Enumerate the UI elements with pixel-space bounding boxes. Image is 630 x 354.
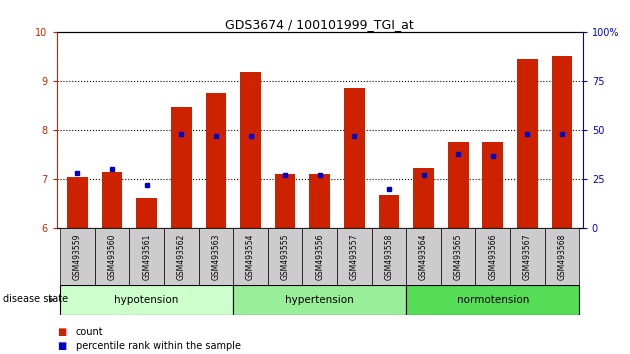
- Bar: [372, 228, 406, 285]
- Bar: [275, 174, 295, 228]
- Bar: [483, 142, 503, 228]
- Bar: [406, 285, 580, 315]
- Text: GSM493559: GSM493559: [73, 233, 82, 280]
- Text: GSM493556: GSM493556: [315, 233, 324, 280]
- Bar: [441, 228, 476, 285]
- Bar: [448, 142, 469, 228]
- Text: GSM493561: GSM493561: [142, 233, 151, 280]
- Bar: [337, 228, 372, 285]
- Bar: [476, 228, 510, 285]
- Text: GSM493562: GSM493562: [177, 233, 186, 280]
- Text: GSM493567: GSM493567: [523, 233, 532, 280]
- Text: GSM493564: GSM493564: [419, 233, 428, 280]
- Text: GSM493555: GSM493555: [280, 233, 290, 280]
- Bar: [94, 228, 129, 285]
- Bar: [552, 56, 573, 228]
- Text: disease state: disease state: [3, 294, 68, 304]
- Bar: [67, 177, 88, 228]
- Bar: [233, 228, 268, 285]
- Bar: [268, 228, 302, 285]
- Bar: [379, 195, 399, 228]
- Text: GSM493563: GSM493563: [212, 233, 220, 280]
- Bar: [164, 228, 198, 285]
- Text: normotension: normotension: [457, 295, 529, 305]
- Bar: [413, 169, 434, 228]
- Bar: [302, 228, 337, 285]
- Text: GSM493568: GSM493568: [558, 233, 566, 280]
- Bar: [517, 59, 538, 228]
- Text: percentile rank within the sample: percentile rank within the sample: [76, 341, 241, 351]
- Bar: [545, 228, 580, 285]
- Text: GSM493554: GSM493554: [246, 233, 255, 280]
- Bar: [171, 107, 192, 228]
- Bar: [510, 228, 545, 285]
- Bar: [205, 93, 226, 228]
- Bar: [60, 285, 233, 315]
- Text: ■: ■: [57, 341, 66, 351]
- Text: GSM493560: GSM493560: [108, 233, 117, 280]
- Bar: [101, 172, 122, 228]
- Text: GSM493566: GSM493566: [488, 233, 497, 280]
- Text: GSM493557: GSM493557: [350, 233, 359, 280]
- Text: count: count: [76, 327, 103, 337]
- Bar: [198, 228, 233, 285]
- Bar: [309, 174, 330, 228]
- Bar: [60, 228, 94, 285]
- Bar: [344, 88, 365, 228]
- Bar: [240, 72, 261, 228]
- Text: ■: ■: [57, 327, 66, 337]
- Bar: [233, 285, 406, 315]
- Bar: [406, 228, 441, 285]
- Bar: [129, 228, 164, 285]
- Title: GDS3674 / 100101999_TGI_at: GDS3674 / 100101999_TGI_at: [226, 18, 414, 31]
- Text: hypotension: hypotension: [115, 295, 179, 305]
- Bar: [136, 198, 157, 228]
- Text: hypertension: hypertension: [285, 295, 354, 305]
- Text: GSM493558: GSM493558: [384, 233, 394, 280]
- Text: GSM493565: GSM493565: [454, 233, 462, 280]
